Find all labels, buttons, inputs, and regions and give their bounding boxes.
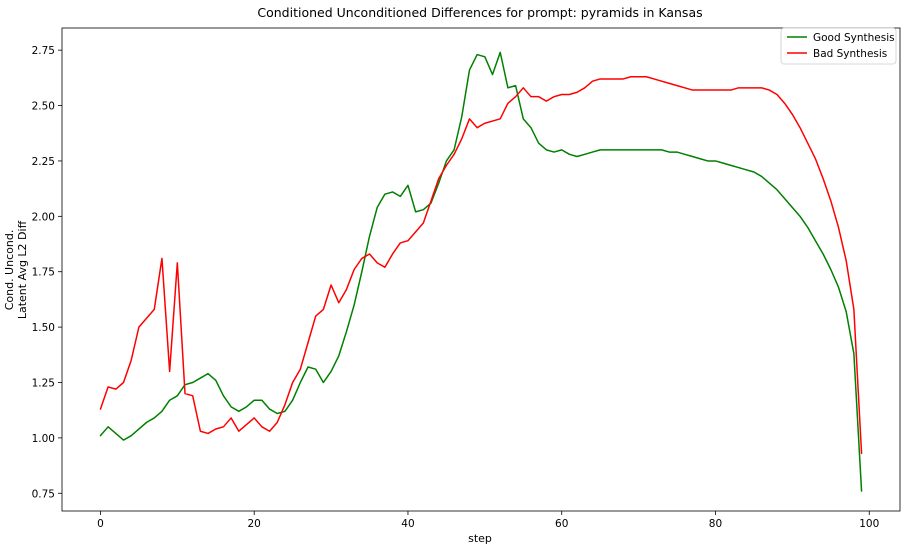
y-tick-label-1.25: 1.25 [32, 377, 55, 389]
y-axis-label-line-2: Latent Avg L2 Diff [16, 220, 29, 319]
series-line-bad-synthesis [99, 75, 863, 455]
y-tick-label-2.00: 2.00 [32, 211, 55, 223]
plot-frame [61, 27, 901, 512]
y-axis-label-line-1: Cond. Uncond. [3, 230, 16, 311]
y-tick-label-1.50: 1.50 [32, 322, 55, 334]
legend-label-bad-synthesis: Bad Synthesis [813, 48, 887, 60]
x-axis-label: step [468, 532, 492, 545]
series-line-good-synthesis [99, 51, 863, 492]
x-tick-label-60: 60 [555, 518, 568, 530]
y-tick-label-2.75: 2.75 [32, 45, 55, 57]
y-axis-label: Cond. Uncond. Latent Avg L2 Diff [3, 220, 29, 319]
legend: Good Synthesis Bad Synthesis [780, 27, 897, 65]
x-tick-label-40: 40 [401, 518, 414, 530]
y-tick-label-2.25: 2.25 [32, 156, 55, 168]
legend-label-good-synthesis: Good Synthesis [813, 32, 895, 44]
x-tick-label-80: 80 [709, 518, 722, 530]
y-tick-label-1.00: 1.00 [32, 433, 55, 445]
y-tick-label-2.50: 2.50 [32, 101, 55, 113]
x-tick-label-100: 100 [859, 518, 879, 530]
y-tick-label-0.75: 0.75 [32, 488, 55, 500]
legend-box [780, 27, 897, 65]
chart-title: Conditioned Unconditioned Differences fo… [257, 5, 702, 20]
y-axis: 0.75 1.00 1.25 1.50 1.75 2.00 2.25 2.50 2.75 [32, 45, 62, 500]
x-tick-label-20: 20 [248, 518, 261, 530]
x-tick-label-0: 0 [97, 518, 104, 530]
y-tick-label-1.75: 1.75 [32, 267, 55, 279]
x-axis: 0 20 40 60 80 100 [97, 511, 879, 530]
